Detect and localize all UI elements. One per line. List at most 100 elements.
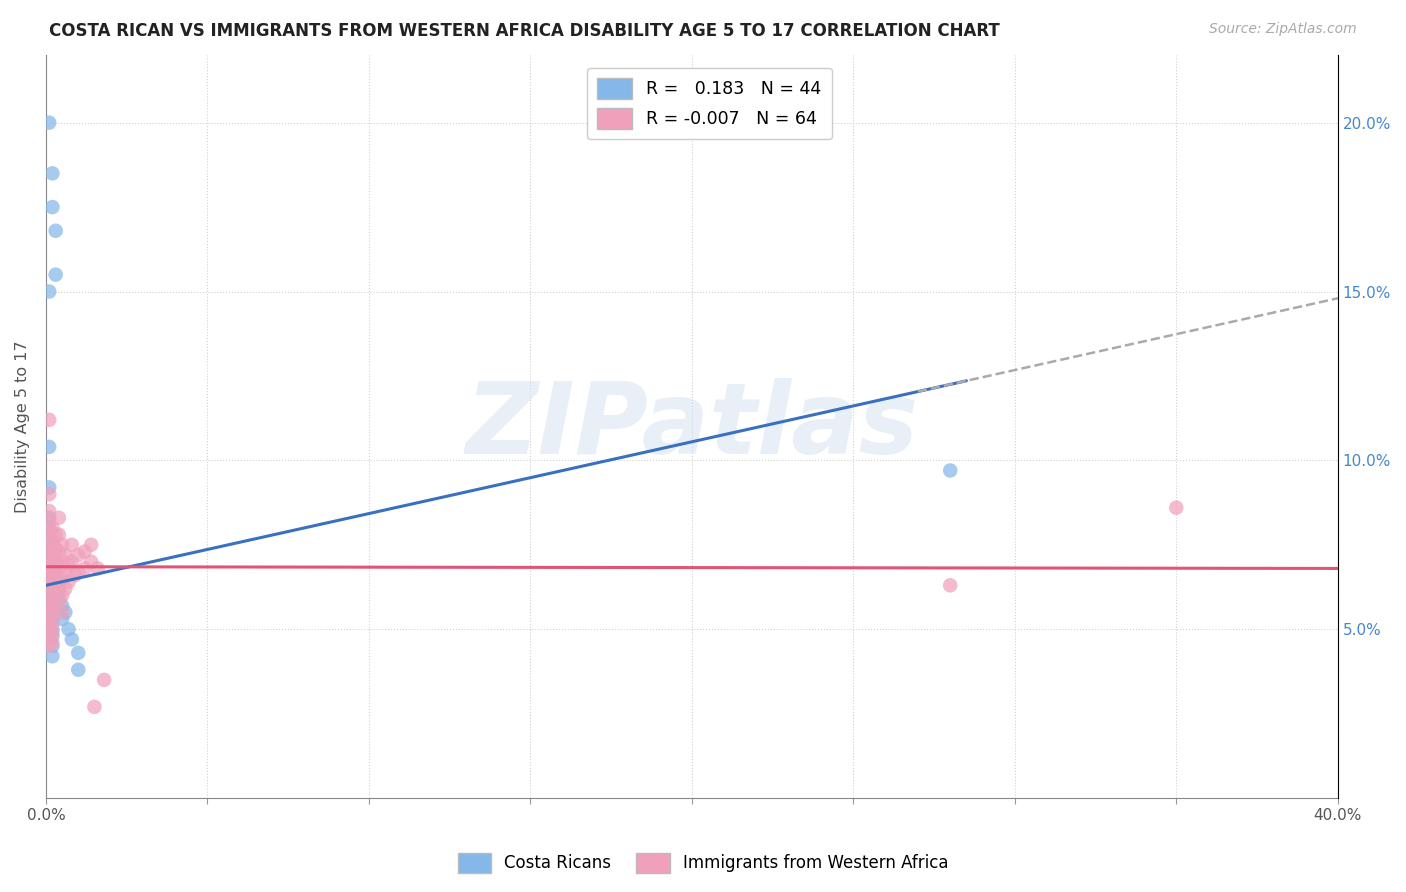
Point [38,487,60,501]
Point [48,582,70,596]
Point [45,268,67,282]
Point [41,602,63,616]
Point [38,589,60,603]
Point [41,551,63,566]
Point [41,200,63,214]
Point [48,510,70,524]
Point [53,582,76,596]
Point [80,538,103,552]
Point [38,608,60,623]
Point [48,544,70,558]
Point [38,555,60,569]
Point [45,582,67,596]
Point [41,615,63,630]
Point [45,541,67,556]
Point [41,538,63,552]
Point [38,514,60,528]
Point [38,116,60,130]
Point [45,561,67,575]
Text: COSTA RICAN VS IMMIGRANTS FROM WESTERN AFRICA DISABILITY AGE 5 TO 17 CORRELATION: COSTA RICAN VS IMMIGRANTS FROM WESTERN A… [49,22,1000,40]
Point [38,582,60,596]
Legend: R =   0.183   N = 44, R = -0.007   N = 64: R = 0.183 N = 44, R = -0.007 N = 64 [588,68,832,139]
Point [67,548,90,562]
Point [1166,500,1188,515]
Point [48,595,70,609]
Point [51,555,73,569]
Point [45,555,67,569]
Point [48,561,70,575]
Point [38,558,60,572]
Point [41,625,63,640]
Point [58,574,80,589]
Point [38,521,60,535]
Point [38,589,60,603]
Point [38,285,60,299]
Point [41,572,63,586]
Point [41,166,63,180]
Point [58,558,80,572]
Point [45,551,67,566]
Point [38,568,60,582]
Point [48,578,70,592]
Point [67,663,90,677]
Point [38,561,60,575]
Point [41,574,63,589]
Point [45,224,67,238]
Point [38,548,60,562]
Point [51,612,73,626]
Legend: Costa Ricans, Immigrants from Western Africa: Costa Ricans, Immigrants from Western Af… [451,847,955,880]
Point [41,591,63,606]
Point [41,629,63,643]
Point [38,599,60,613]
Point [48,527,70,541]
Point [60,538,83,552]
Point [41,622,63,636]
Point [38,504,60,518]
Point [86,561,108,575]
Point [67,565,90,579]
Point [51,599,73,613]
Point [45,527,67,541]
Point [38,413,60,427]
Point [45,572,67,586]
Point [41,612,63,626]
Point [60,632,83,647]
Point [41,555,63,569]
Point [41,636,63,650]
Point [51,538,73,552]
Point [45,578,67,592]
Point [41,585,63,599]
Point [93,673,115,687]
Point [41,649,63,664]
Point [41,639,63,653]
Y-axis label: Disability Age 5 to 17: Disability Age 5 to 17 [15,340,30,513]
Point [38,524,60,539]
Point [41,605,63,619]
Point [58,622,80,636]
Point [67,646,90,660]
Point [80,555,103,569]
Point [38,510,60,524]
Point [53,548,76,562]
Point [38,639,60,653]
Point [60,555,83,569]
Point [38,572,60,586]
Point [38,619,60,633]
Point [38,480,60,494]
Point [41,582,63,596]
Point [48,591,70,606]
Point [939,578,962,592]
Point [73,561,96,575]
Point [63,568,86,582]
Point [38,440,60,454]
Point [939,463,962,477]
Point [41,561,63,575]
Point [83,699,105,714]
Point [38,605,60,619]
Point [51,589,73,603]
Point [38,534,60,549]
Point [53,605,76,619]
Point [38,538,60,552]
Point [73,544,96,558]
Point [41,595,63,609]
